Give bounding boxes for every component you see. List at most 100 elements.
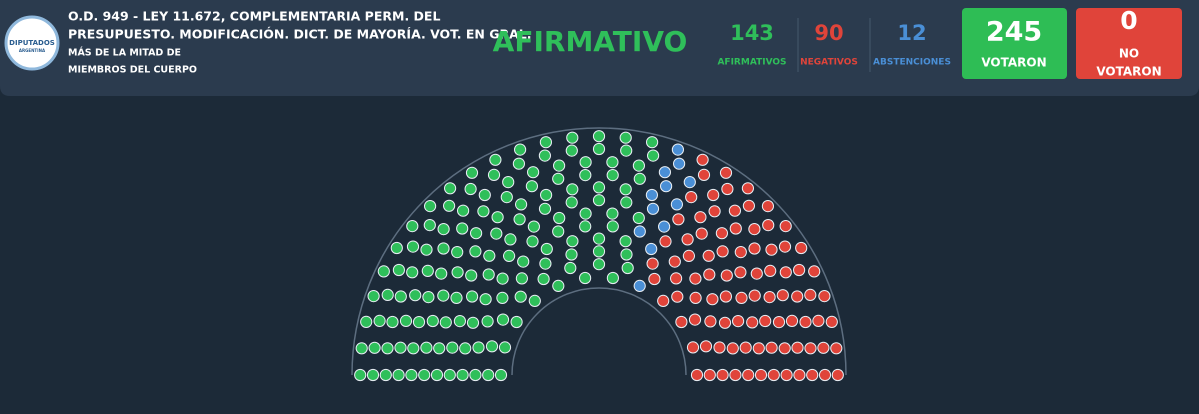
tally-label: AFIRMATIVOS	[717, 58, 786, 68]
seat	[456, 222, 469, 235]
seat	[405, 368, 418, 382]
seat	[483, 249, 496, 262]
seat	[381, 288, 394, 301]
seat	[504, 233, 517, 246]
seat	[498, 341, 512, 354]
seat	[732, 315, 745, 328]
seat	[748, 289, 761, 302]
seat	[406, 220, 419, 233]
seat	[780, 368, 793, 382]
seat	[540, 242, 553, 256]
seat	[812, 314, 825, 327]
seat	[779, 266, 792, 279]
seat	[799, 315, 812, 329]
result: AFIRMATIVO	[493, 25, 688, 58]
seat	[377, 265, 390, 278]
seat	[763, 291, 776, 304]
hemicycle-outline	[351, 127, 847, 376]
seat	[660, 180, 673, 193]
seat	[496, 291, 509, 304]
seat	[764, 264, 777, 277]
seat	[477, 205, 490, 218]
seat	[579, 169, 592, 182]
seat	[719, 166, 733, 179]
seat	[482, 268, 495, 281]
seat	[540, 188, 553, 202]
seat	[485, 340, 499, 353]
seat	[682, 249, 696, 262]
seat	[381, 342, 394, 355]
seat	[694, 211, 707, 224]
seat	[633, 279, 646, 292]
seat	[793, 368, 806, 382]
seat	[648, 272, 661, 286]
seat	[538, 202, 552, 215]
seat	[735, 291, 748, 304]
seat	[399, 314, 413, 327]
seat	[720, 269, 733, 282]
seat	[592, 142, 606, 156]
seat	[785, 314, 799, 327]
seat	[500, 191, 513, 204]
seat	[606, 220, 619, 233]
seat	[538, 149, 552, 162]
seat	[437, 242, 450, 255]
seat	[496, 313, 510, 326]
seat	[525, 180, 539, 193]
seat	[804, 288, 817, 301]
seat	[704, 315, 717, 328]
seat	[620, 248, 633, 261]
seat	[830, 342, 843, 355]
seat	[515, 272, 529, 285]
seat	[453, 315, 466, 328]
seat	[778, 342, 791, 355]
logo-text: DIPUTADOS	[9, 39, 55, 47]
seat	[742, 199, 756, 212]
seat	[688, 313, 702, 326]
seat	[566, 235, 579, 248]
seat	[481, 315, 494, 328]
seat	[392, 368, 405, 382]
seat	[646, 257, 659, 270]
seat	[566, 131, 579, 144]
seat	[433, 342, 446, 355]
seat	[479, 293, 492, 306]
seat	[528, 294, 541, 307]
title-line: O.D. 949 - LEY 11.672, COMPLEMENTARIA PE…	[68, 9, 440, 24]
seat	[392, 263, 405, 277]
seat	[386, 315, 399, 329]
seat	[513, 213, 526, 226]
seat	[552, 225, 565, 238]
tally-count: 143	[730, 21, 774, 45]
seat	[466, 290, 479, 303]
seat	[713, 341, 726, 354]
seat	[793, 263, 806, 277]
seat	[515, 198, 528, 211]
seat	[647, 149, 660, 162]
seat	[818, 368, 832, 382]
seat	[632, 211, 645, 225]
seat	[394, 341, 407, 354]
seat	[553, 159, 566, 172]
seat	[831, 368, 844, 382]
seat	[579, 207, 592, 220]
seat	[418, 368, 431, 382]
seat	[718, 316, 732, 329]
seat	[426, 314, 439, 328]
seat	[537, 272, 550, 286]
seat	[632, 159, 646, 172]
seat	[633, 172, 646, 185]
seat	[672, 213, 685, 226]
seat	[354, 368, 367, 382]
seat	[621, 261, 634, 275]
seat	[633, 225, 646, 238]
seat	[658, 220, 671, 233]
seat	[767, 368, 780, 382]
seat	[806, 368, 819, 382]
seat	[592, 245, 606, 258]
seat	[719, 290, 733, 303]
seat	[606, 169, 619, 182]
seat	[697, 168, 711, 181]
seat	[539, 257, 552, 270]
seat	[706, 293, 719, 306]
